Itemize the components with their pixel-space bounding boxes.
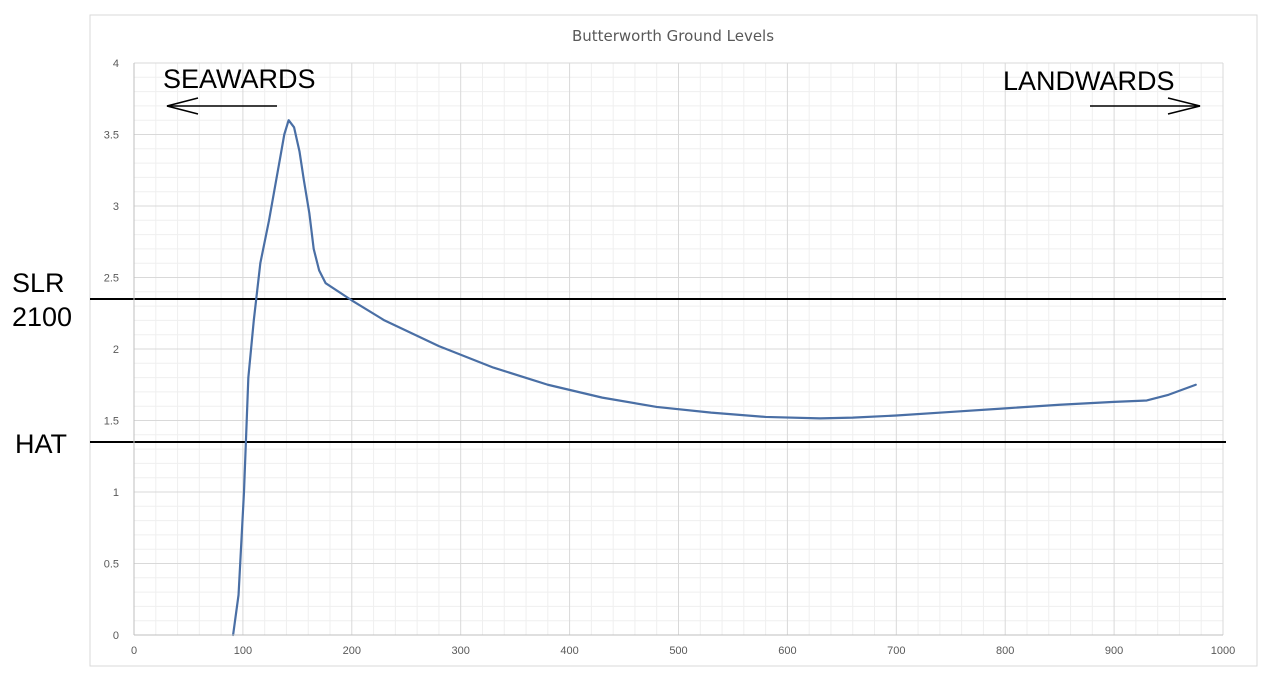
y-tick-labels: 0 0.5 1 1.5 2 2.5 3 3.5 4	[104, 58, 119, 642]
series-layer	[232, 119, 1197, 637]
chart-frame	[89, 14, 1258, 667]
x-tick-label: 200	[343, 645, 361, 657]
x-tick-label: 100	[234, 645, 252, 657]
y-tick-label: 3	[113, 201, 119, 213]
axes	[133, 63, 1223, 636]
y-tick-label: 1	[113, 487, 119, 499]
hat-label: HAT	[15, 429, 67, 459]
x-tick-label: 500	[669, 645, 687, 657]
x-tick-labels: 0 100 200 300 400 500 600 700 800 900 1000	[131, 645, 1235, 657]
y-tick-label: 1.5	[104, 416, 119, 428]
y-tick-label: 4	[113, 58, 119, 70]
y-tick-label: 2.5	[104, 273, 119, 285]
slr-label-line2: 2100	[12, 302, 72, 332]
chart-title: Butterworth Ground Levels	[572, 27, 774, 45]
x-tick-label: 900	[1105, 645, 1123, 657]
right-arrow-icon	[1090, 97, 1201, 115]
y-tick-label: 3.5	[104, 130, 119, 142]
x-tick-label: 600	[778, 645, 796, 657]
ground-level-line	[232, 119, 1197, 637]
y-tick-label: 0	[113, 630, 119, 642]
x-tick-label: 700	[887, 645, 905, 657]
x-tick-label: 1000	[1211, 645, 1235, 657]
landwards-label: LANDWARDS	[1003, 66, 1175, 96]
x-tick-label: 300	[452, 645, 470, 657]
slr-label-line1: SLR	[12, 268, 65, 298]
y-tick-label: 0.5	[104, 559, 119, 571]
left-arrow-icon	[166, 97, 277, 115]
x-tick-label: 0	[131, 645, 137, 657]
y-tick-label: 2	[113, 344, 119, 356]
x-tick-label: 800	[996, 645, 1014, 657]
x-tick-label: 400	[560, 645, 578, 657]
reference-lines	[90, 297, 1226, 443]
seawards-label: SEAWARDS	[163, 64, 316, 94]
